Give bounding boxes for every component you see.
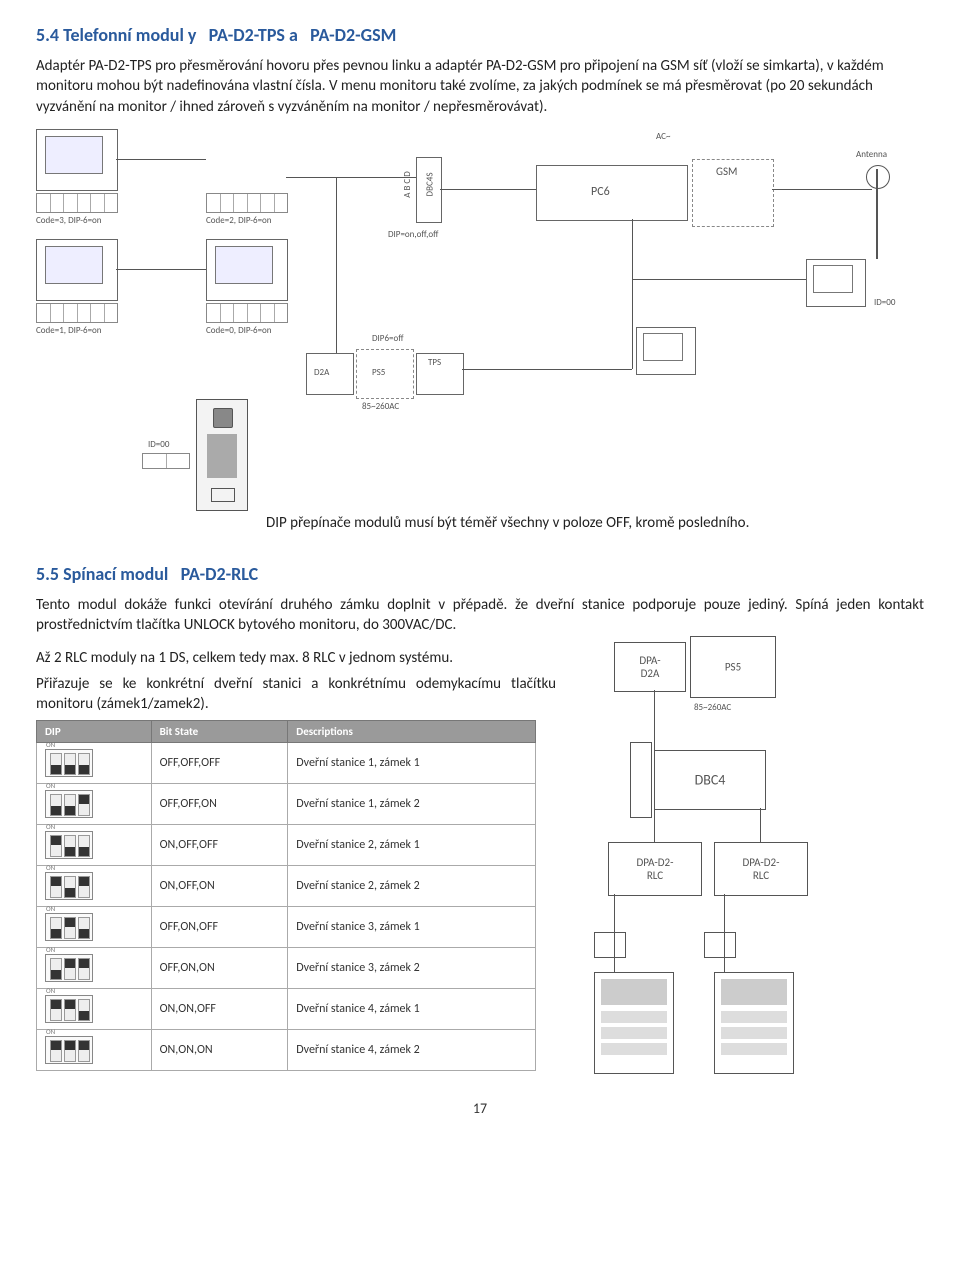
abcd-label: A B C D (402, 171, 413, 198)
page-number: 17 (36, 1100, 924, 1117)
lock-icon-2 (704, 932, 736, 958)
dbc4s-label: DBC4S (424, 172, 435, 196)
dpa-d2a-label: DPA-D2A (633, 654, 668, 680)
table-row: OFF,ON,OFFDveřní stanice 3, zámek 1 (37, 907, 536, 948)
dbc4-label: DBC4 (695, 771, 726, 788)
table-row: ON,ON,OFFDveřní stanice 4, zámek 1 (37, 989, 536, 1030)
doorstation-2 (714, 972, 794, 1074)
section-54-paragraph: Adaptér PA-D2-TPS pro přesměrování hovor… (36, 56, 924, 117)
section-54-diagram: Code=3, DIP-6=on Code=2, DIP-6=on Code=1… (36, 129, 916, 509)
section-55-para1: Tento modul dokáže funkci otevírání druh… (36, 595, 924, 636)
dip-top-left (36, 193, 118, 213)
section-54-heading: 5.4 Telefonní modul y PA-D2-TPS a PA-D2-… (36, 24, 924, 46)
door-station (196, 399, 248, 511)
dip6off-label: DIP6=off (372, 333, 404, 344)
dip-table: DIP Bit State Descriptions OFF,OFF,OFFDv… (36, 720, 536, 1071)
label-code2: Code=2, DIP-6=on (206, 215, 272, 226)
heading-code2: PA-D2-GSM (310, 24, 396, 46)
acrange2: 85~260AC (694, 702, 731, 713)
section-55-diagram: DPA-D2A PS5 85~260AC DBC4 DPA-D2-RLC DPA… (574, 642, 924, 1082)
rlc-label1: DPA-D2-RLC (632, 856, 678, 882)
table-row: ON,OFF,OFFDveřní stanice 2, zámek 1 (37, 825, 536, 866)
ac-label: AC~ (656, 131, 670, 142)
table-row: ON,ON,ONDveřní stanice 4, zámek 2 (37, 1030, 536, 1071)
section-55-para3: Přiřazuje se ke konkrétní dveřní stanici… (36, 674, 556, 715)
dip-onoffoff: DIP=on,off,off (388, 229, 438, 240)
rlc-box1: DPA-D2-RLC (608, 842, 702, 896)
rlc-box2: DPA-D2-RLC (714, 842, 808, 896)
section-54-caption: DIP přepínače modulů musí být téměř všec… (266, 513, 924, 533)
ps5-label: PS5 (372, 367, 385, 378)
heading55-text: 5.5 Spínací modul (36, 563, 168, 585)
dip-top-right (206, 193, 288, 213)
dip-bot-left (36, 303, 118, 323)
acrange-label: 85~260AC (362, 401, 399, 412)
table-row: OFF,OFF,ONDveřní stanice 1, zámek 2 (37, 784, 536, 825)
antenna-icon (876, 169, 878, 259)
rlc-label2: DPA-D2-RLC (738, 856, 784, 882)
heading55-code: PA-D2-RLC (181, 563, 259, 585)
pc6-label: PC6 (591, 185, 610, 199)
table-row: ON,OFF,ONDveřní stanice 2, zámek 2 (37, 866, 536, 907)
monitor-bot-right (206, 239, 288, 301)
table-row: OFF,ON,ONDveřní stanice 3, zámek 2 (37, 948, 536, 989)
monitor-bot-left (36, 239, 118, 301)
lock-icon-1 (594, 932, 626, 958)
small-monitor-2 (636, 327, 696, 375)
id00-right: ID=00 (874, 297, 895, 308)
th-bitstate: Bit State (151, 721, 288, 743)
dpa-d2a-box: DPA-D2A (614, 642, 686, 692)
dbc4-side (630, 742, 652, 818)
heading-text: 5.4 Telefonní modul y (36, 24, 196, 46)
pc6-box (536, 165, 688, 221)
d2a-label: D2A (314, 367, 329, 378)
id00-left: ID=00 (148, 439, 169, 450)
small-monitor-1 (806, 259, 866, 307)
section-55-para2: Až 2 RLC moduly na 1 DS, celkem tedy max… (36, 648, 556, 668)
dbc4-box: DBC4 (654, 750, 766, 810)
label-code0: Code=0, DIP-6=on (206, 325, 272, 336)
monitor-top-right (36, 129, 118, 191)
door-dip (142, 453, 190, 469)
section-55-heading: 5.5 Spínací modul PA-D2-RLC (36, 563, 924, 585)
th-desc: Descriptions (288, 721, 536, 743)
tps-label: TPS (428, 357, 441, 368)
heading-code1: PA-D2-TPS a (209, 24, 298, 46)
ps5-label2: PS5 (725, 660, 741, 673)
doorstation-1 (594, 972, 674, 1074)
label-code1: Code=1, DIP-6=on (36, 325, 102, 336)
dip-bot-right (206, 303, 288, 323)
antenna-label: Antenna (856, 149, 887, 160)
ps5-box2: PS5 (690, 636, 776, 698)
label-code3: Code=3, DIP-6=on (36, 215, 102, 226)
table-row: OFF,OFF,OFFDveřní stanice 1, zámek 1 (37, 743, 536, 784)
gsm-label: GSM (716, 165, 737, 178)
